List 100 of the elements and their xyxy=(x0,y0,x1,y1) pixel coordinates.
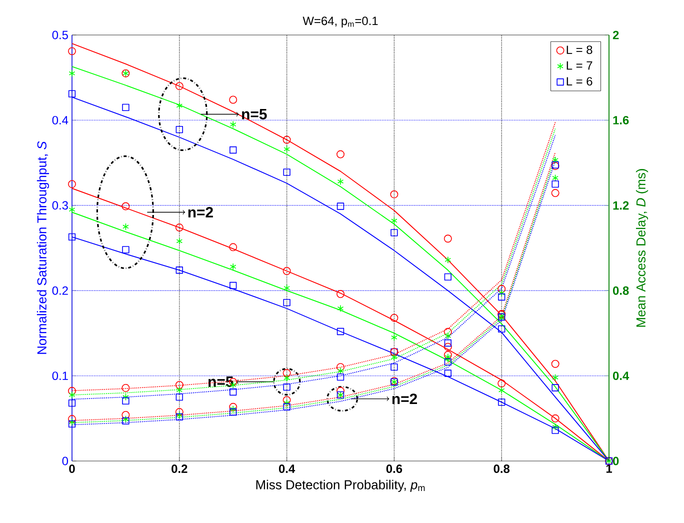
y2-tick-label: 0.4 xyxy=(612,372,630,380)
point xyxy=(552,174,558,182)
point xyxy=(498,379,506,388)
point xyxy=(68,70,76,77)
point xyxy=(284,399,290,407)
point xyxy=(551,414,560,422)
point xyxy=(444,353,452,361)
y2-tick-label: 2 xyxy=(612,30,619,40)
point xyxy=(552,426,559,434)
y-tick-label: 0.2 xyxy=(52,286,68,295)
point xyxy=(122,223,129,230)
point xyxy=(444,339,452,347)
annotation: n=5 xyxy=(242,109,267,120)
point xyxy=(283,384,290,391)
point xyxy=(122,104,130,112)
point xyxy=(498,398,506,406)
point xyxy=(230,282,237,290)
point xyxy=(390,363,398,371)
y2-tick-label: 1.2 xyxy=(613,201,629,210)
point xyxy=(176,386,183,394)
point xyxy=(390,314,398,322)
point xyxy=(122,246,130,254)
x-tick-label: 0.6 xyxy=(386,464,402,473)
point xyxy=(444,273,452,281)
x-axis-title: Miss Detection Probability, p$_{m}$ xyxy=(256,480,425,492)
point xyxy=(230,408,237,416)
point xyxy=(122,397,130,405)
point xyxy=(229,96,238,104)
y-axis-title: Normalized Saturation Throughput, S xyxy=(36,141,50,354)
point xyxy=(284,146,290,153)
annotation: n=2 xyxy=(392,394,417,404)
point xyxy=(282,369,291,378)
annotation: n=2 xyxy=(188,206,213,218)
y2-tick-label: 0.8 xyxy=(612,286,629,295)
point xyxy=(552,156,558,164)
point xyxy=(390,229,398,236)
point xyxy=(230,146,237,154)
x-tick-label: 1 xyxy=(606,464,612,473)
point xyxy=(336,373,344,381)
point xyxy=(390,190,398,198)
point xyxy=(498,293,506,301)
point xyxy=(68,399,76,407)
point xyxy=(176,238,183,245)
point xyxy=(552,423,558,431)
x-tick-label: 0.2 xyxy=(172,464,188,473)
point xyxy=(68,90,76,98)
y-tick-label: 0.5 xyxy=(52,30,68,40)
point xyxy=(68,47,76,56)
point xyxy=(391,217,398,224)
point xyxy=(68,180,76,188)
point xyxy=(283,403,290,410)
point xyxy=(336,202,344,210)
y2-tick-label: 1.6 xyxy=(613,116,629,124)
y2-axis-title: Mean Access Delay, D (ms) xyxy=(636,169,648,327)
y-tick-label: 0.3 xyxy=(52,201,68,210)
point xyxy=(444,342,452,351)
point xyxy=(444,234,452,243)
x-tick-label: 0.4 xyxy=(278,464,296,473)
point xyxy=(122,384,130,392)
x-tick-label: 0 xyxy=(69,464,75,473)
point xyxy=(229,402,238,411)
point xyxy=(552,374,558,382)
legend-label: L = 7 xyxy=(566,61,592,70)
point xyxy=(283,298,290,306)
point xyxy=(282,136,291,144)
point xyxy=(498,284,506,293)
point xyxy=(176,126,183,134)
y-tick-label: 0.1 xyxy=(52,372,68,380)
point xyxy=(175,224,184,232)
point xyxy=(444,332,452,340)
legend-label: L = 8 xyxy=(566,46,592,54)
point xyxy=(498,386,505,394)
point xyxy=(552,180,559,188)
point xyxy=(230,405,236,413)
y-tick-label: 0 xyxy=(62,456,68,466)
point xyxy=(444,370,452,377)
point xyxy=(337,304,344,312)
point xyxy=(282,396,291,404)
point xyxy=(336,328,344,336)
point xyxy=(498,290,505,297)
chart-title: W=64, p$_{m}$=0.1 xyxy=(302,16,378,28)
point xyxy=(551,360,560,368)
point xyxy=(122,394,129,401)
point xyxy=(498,325,506,333)
point xyxy=(229,243,238,252)
point xyxy=(176,266,183,274)
point xyxy=(282,267,291,275)
legend-label: L = 6 xyxy=(566,77,592,86)
point xyxy=(68,415,76,424)
point xyxy=(68,391,76,399)
point xyxy=(122,202,130,210)
point xyxy=(230,388,237,396)
point xyxy=(444,350,452,359)
point xyxy=(551,189,560,198)
point xyxy=(230,263,236,270)
point xyxy=(391,353,398,361)
point xyxy=(68,233,76,241)
point xyxy=(444,358,452,366)
point xyxy=(176,394,183,401)
x-tick-label: 0.8 xyxy=(494,464,510,473)
